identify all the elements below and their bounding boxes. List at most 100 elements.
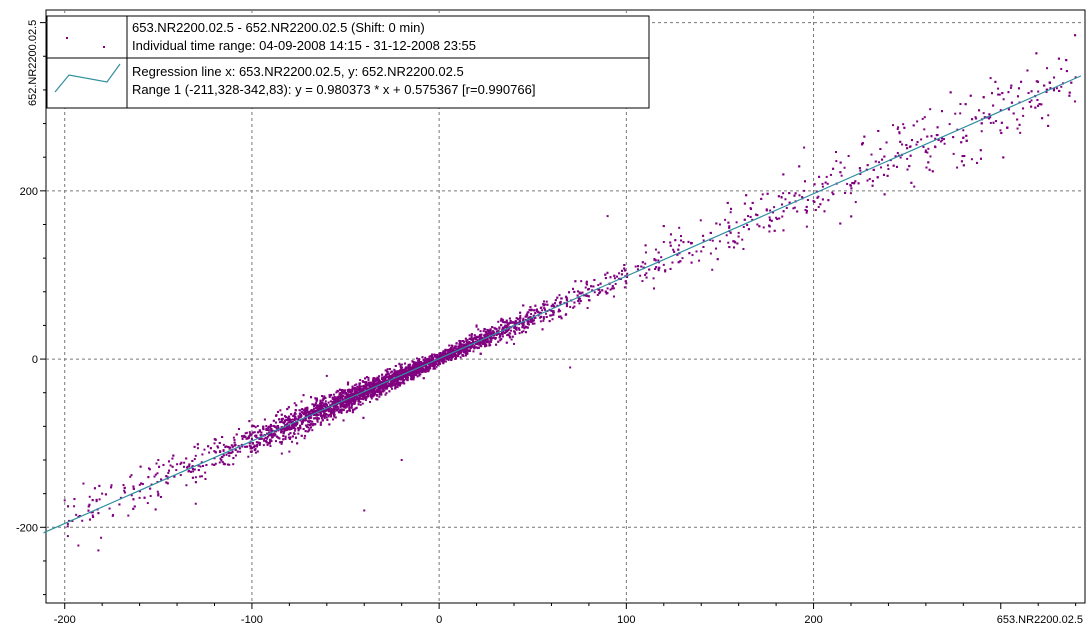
scatter-point [311, 421, 313, 423]
scatter-point [334, 408, 336, 410]
scatter-point [1074, 34, 1076, 36]
scatter-point [850, 192, 852, 194]
scatter-point [343, 419, 345, 421]
scatter-point [286, 429, 288, 431]
scatter-point [305, 430, 307, 432]
scatter-point [252, 442, 254, 444]
scatter-point [839, 223, 841, 225]
scatter-point [425, 366, 427, 368]
scatter-point [953, 153, 955, 155]
scatter-point [530, 313, 532, 315]
scatter-point [587, 307, 589, 309]
scatter-point [637, 265, 639, 267]
scatter-point [67, 505, 69, 507]
scatter-point [198, 469, 200, 471]
scatter-point [861, 143, 863, 145]
scatter-point [573, 306, 575, 308]
scatter-point [284, 427, 286, 429]
scatter-point [879, 148, 881, 150]
scatter-point [623, 267, 625, 269]
scatter-point [407, 379, 409, 381]
scatter-point [724, 219, 726, 221]
scatter-point [488, 344, 490, 346]
scatter-point [288, 406, 290, 408]
scatter-point [233, 437, 235, 439]
scatter-point [333, 394, 335, 396]
scatter-point [574, 280, 576, 282]
scatter-point [1029, 101, 1031, 103]
scatter-point [540, 320, 542, 322]
scatter-point [745, 194, 747, 196]
scatter-point [605, 277, 607, 279]
scatter-point [292, 435, 294, 437]
scatter-point [239, 447, 241, 449]
scatter-point [763, 226, 765, 228]
scatter-point [275, 426, 277, 428]
scatter-point [188, 470, 190, 472]
scatter-point [377, 391, 379, 393]
scatter-point [877, 130, 879, 132]
scatter-point [1026, 69, 1028, 71]
scatter-point [332, 401, 334, 403]
scatter-point [203, 449, 205, 451]
scatter-point [426, 361, 428, 363]
y-tick-label: 0 [32, 354, 38, 366]
scatter-point [961, 160, 963, 162]
scatter-point [741, 239, 743, 241]
scatter-point [925, 167, 927, 169]
scatter-point [281, 419, 283, 421]
scatter-point [384, 378, 386, 380]
scatter-point [249, 431, 251, 433]
scatter-point [277, 411, 279, 413]
scatter-point [990, 122, 992, 124]
scatter-point [444, 351, 446, 353]
scatter-point [424, 361, 426, 363]
scatter-point [1011, 102, 1013, 104]
scatter-point [552, 311, 554, 313]
scatter-point [295, 404, 297, 406]
scatter-point [880, 166, 882, 168]
scatter-point [265, 428, 267, 430]
scatter-point [623, 264, 625, 266]
scatter-point [421, 356, 423, 358]
scatter-point [504, 332, 506, 334]
scatter-point [147, 502, 149, 504]
scatter-point [1036, 80, 1038, 82]
scatter-point [397, 384, 399, 386]
scatter-point [940, 141, 942, 143]
scatter-point [1030, 106, 1032, 108]
scatter-point [850, 215, 852, 217]
scatter-point [405, 367, 407, 369]
scatter-point [592, 285, 594, 287]
scatter-point [314, 404, 316, 406]
scatter-point [221, 456, 223, 458]
scatter-point [373, 382, 375, 384]
scatter-point [850, 187, 852, 189]
scatter-point [226, 454, 228, 456]
scatter-point [913, 124, 915, 126]
scatter-point [696, 250, 698, 252]
scatter-point [506, 342, 508, 344]
scatter-point [255, 435, 257, 437]
scatter-point [796, 210, 798, 212]
scatter-point [352, 411, 354, 413]
scatter-point [883, 156, 885, 158]
scatter-point [332, 409, 334, 411]
scatter-point [94, 487, 96, 489]
scatter-point [249, 447, 251, 449]
scatter-point [1060, 68, 1062, 70]
scatter-point [680, 240, 682, 242]
scatter-point [599, 283, 601, 285]
scatter-point [886, 141, 888, 143]
scatter-point [688, 252, 690, 254]
scatter-point [294, 412, 296, 414]
scatter-point [804, 180, 806, 182]
scatter-point [505, 330, 507, 332]
scatter-point [376, 395, 378, 397]
scatter-point [301, 421, 303, 423]
scatter-point [715, 248, 717, 250]
scatter-point [295, 437, 297, 439]
scatter-point [778, 195, 780, 197]
scatter-point [395, 383, 397, 385]
scatter-point [472, 350, 474, 352]
